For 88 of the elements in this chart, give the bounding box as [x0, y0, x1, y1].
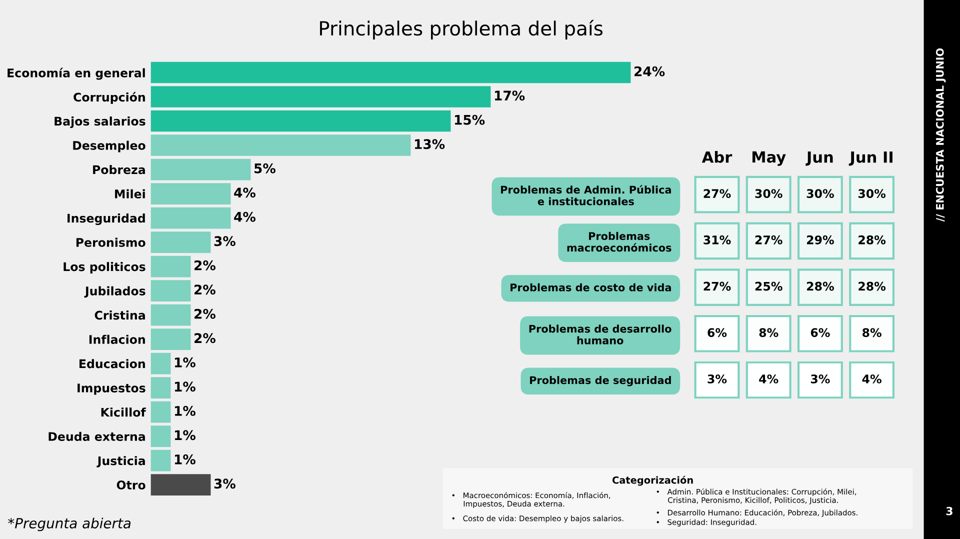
data-label: 1% — [174, 406, 196, 416]
bar — [150, 280, 191, 302]
data-label: 2% — [194, 260, 216, 270]
y-tick-label: Los politicos — [64, 262, 146, 274]
text: // ENCUESTA NACIONAL JUNIO — [936, 48, 946, 222]
bar — [150, 474, 211, 496]
bar — [150, 232, 211, 253]
data-label: 1% — [174, 430, 196, 440]
text: *Pregunta abierta — [8, 518, 131, 532]
chart-title: Principales problema del país — [320, 20, 603, 40]
bar — [150, 352, 171, 374]
data-label: 27% — [704, 189, 731, 198]
data-label: 8% — [862, 328, 882, 338]
y-tick-label: Problemas macroeconómicos — [567, 232, 672, 252]
bar — [150, 256, 191, 278]
y-tick-label: Peronismo — [76, 238, 146, 247]
y-tick-label: Milei — [115, 189, 145, 198]
y-tick-label: Kicillof — [101, 408, 146, 417]
data-label: 4% — [862, 374, 882, 384]
bar — [150, 183, 231, 204]
data-label: 2% — [194, 333, 216, 344]
bar — [150, 426, 171, 447]
data-label: 6% — [810, 328, 830, 338]
data-label: 6% — [708, 328, 727, 338]
data-label: 3% — [214, 478, 236, 489]
bar — [150, 328, 191, 350]
data-label: 30% — [806, 189, 834, 198]
x-tick-label: Abr — [702, 151, 732, 163]
x-tick-label: Jun II — [848, 152, 892, 166]
data-label: 4% — [234, 188, 256, 198]
y-tick-label: Deuda externa — [48, 432, 145, 441]
bar — [150, 401, 171, 423]
data-label: 4% — [759, 374, 778, 384]
bar — [150, 158, 251, 180]
y-tick-label: Cristina — [94, 310, 145, 320]
bar — [150, 207, 231, 229]
y-tick-label: Problemas de desarrollo humano — [529, 324, 672, 344]
bar — [150, 450, 171, 472]
y-tick-label: Inflacion — [89, 334, 145, 344]
data-label: 13% — [414, 139, 445, 150]
x-tick-label: Jun — [806, 152, 833, 166]
y-tick-label: Problemas de costo de vida — [510, 283, 671, 292]
data-label: 4% — [234, 212, 256, 222]
y-tick-label: Impuestos — [78, 384, 146, 395]
y-tick-label: Bajos salarios — [54, 116, 146, 128]
bar — [150, 304, 191, 326]
data-label: 28% — [807, 282, 834, 291]
data-label: 8% — [759, 328, 778, 338]
data-label: 5% — [254, 163, 276, 174]
data-label: 1% — [174, 454, 196, 464]
data-label: 3% — [810, 374, 830, 384]
y-tick-label: Problemas de seguridad — [530, 376, 671, 386]
data-label: 27% — [755, 235, 782, 244]
y-tick-label: Pobreza — [93, 165, 145, 174]
y-tick-label: Desempleo — [73, 140, 146, 152]
y-tick-label: Educacion — [80, 359, 145, 368]
bar — [150, 86, 491, 108]
data-label: 2% — [194, 308, 216, 319]
data-label: 2% — [194, 284, 216, 295]
bar — [150, 134, 411, 156]
y-tick-label: Corrupción — [74, 92, 145, 104]
data-label: 28% — [858, 235, 886, 244]
data-label: 30% — [858, 189, 886, 198]
text: 3 — [946, 506, 952, 516]
bar — [150, 377, 171, 398]
data-label: 27% — [704, 282, 731, 291]
data-label: 1% — [174, 382, 196, 392]
data-label: 3% — [708, 374, 727, 384]
data-label: 30% — [755, 189, 782, 198]
data-label: 3% — [214, 236, 236, 246]
annotation: Categorización — [612, 476, 693, 486]
data-label: 17% — [494, 90, 525, 101]
y-tick-label: Jubilados — [84, 286, 146, 298]
y-tick-label: Inseguridad — [68, 214, 145, 226]
data-label: 1% — [174, 357, 196, 368]
data-label: 15% — [454, 114, 485, 125]
data-label: 31% — [704, 235, 731, 244]
data-label: 28% — [858, 282, 886, 291]
bar — [150, 62, 631, 84]
data-label: 24% — [634, 66, 665, 76]
y-tick-label: Otro — [116, 480, 146, 490]
y-tick-label: Problemas de Admin. Pública e institucionales — [501, 185, 671, 206]
y-tick-label: Economía en general — [8, 68, 145, 80]
bar — [150, 110, 451, 132]
data-label: 25% — [755, 282, 782, 291]
data-label: 29% — [807, 235, 834, 244]
y-tick-label: Justicia — [96, 456, 145, 468]
x-tick-label: May — [752, 151, 786, 166]
